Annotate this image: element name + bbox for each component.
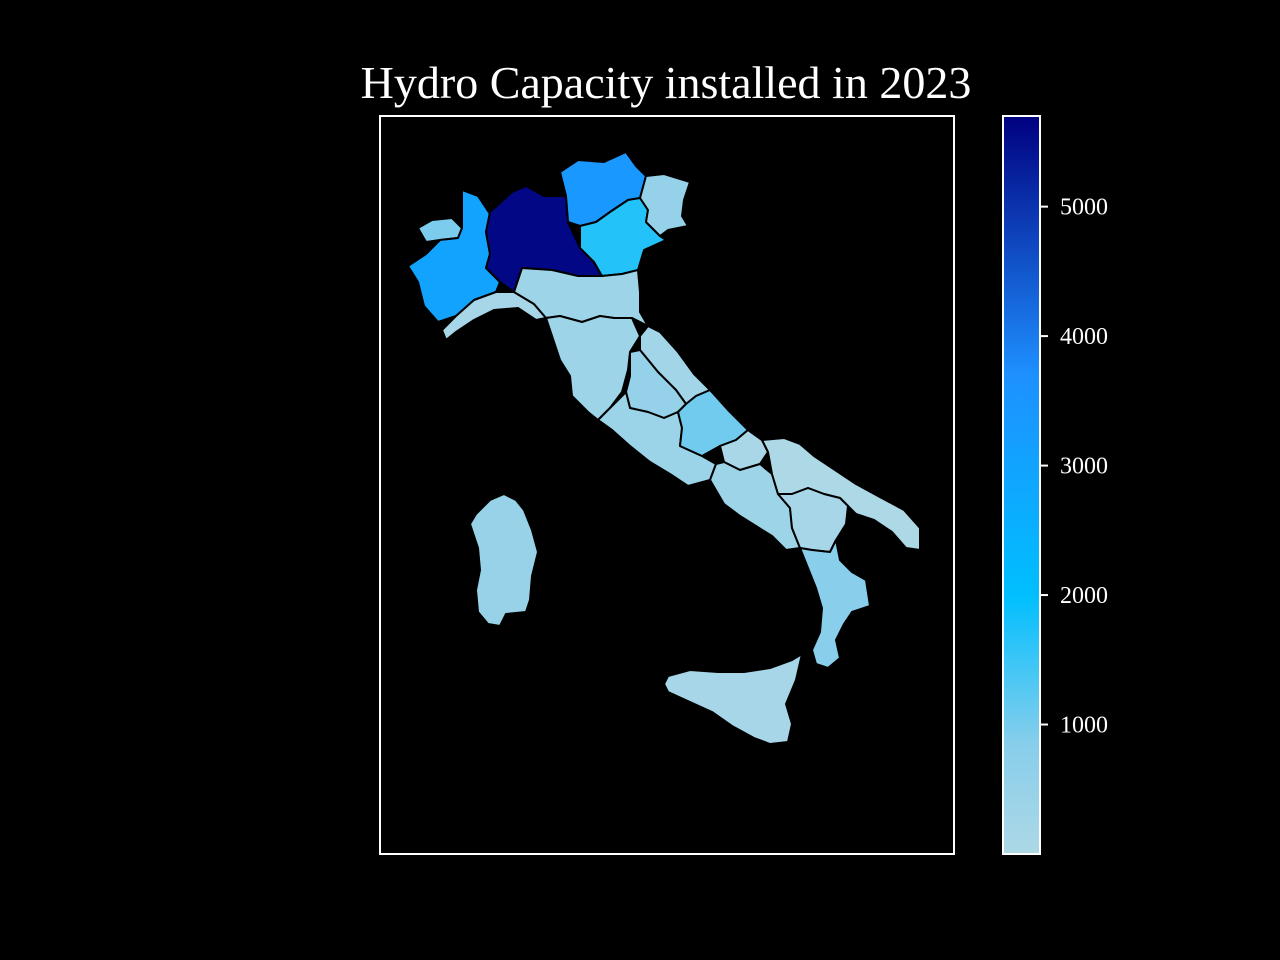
colorbar-tick-label: 5000 bbox=[1060, 195, 1108, 221]
region-basilicata bbox=[777, 487, 849, 553]
region-emilia-romagna bbox=[513, 267, 649, 327]
colorbar-ticks: 5000 4000 3000 2000 1000 bbox=[1040, 195, 1108, 739]
region-veneto bbox=[579, 197, 667, 277]
colorbar-tick-label: 2000 bbox=[1060, 583, 1108, 609]
region-toscana bbox=[545, 315, 641, 421]
region-sicilia bbox=[663, 653, 803, 745]
colorbar-tick-label: 4000 bbox=[1060, 324, 1108, 350]
region-sardegna bbox=[469, 493, 539, 627]
region-calabria bbox=[799, 539, 871, 669]
region-friuli-venezia-giulia bbox=[639, 173, 691, 237]
map-title-text: Hydro Capacity installed in 2023 bbox=[360, 57, 972, 108]
colorbar-tick-label: 1000 bbox=[1060, 713, 1108, 739]
colorbar-tick-label: 3000 bbox=[1060, 454, 1108, 480]
colorbar bbox=[1002, 115, 1041, 855]
region-layer bbox=[407, 151, 921, 745]
map-title: Hydro Capacity installed in 2023 bbox=[0, 56, 1280, 109]
map-frame bbox=[379, 115, 955, 855]
region-lazio bbox=[597, 391, 717, 487]
